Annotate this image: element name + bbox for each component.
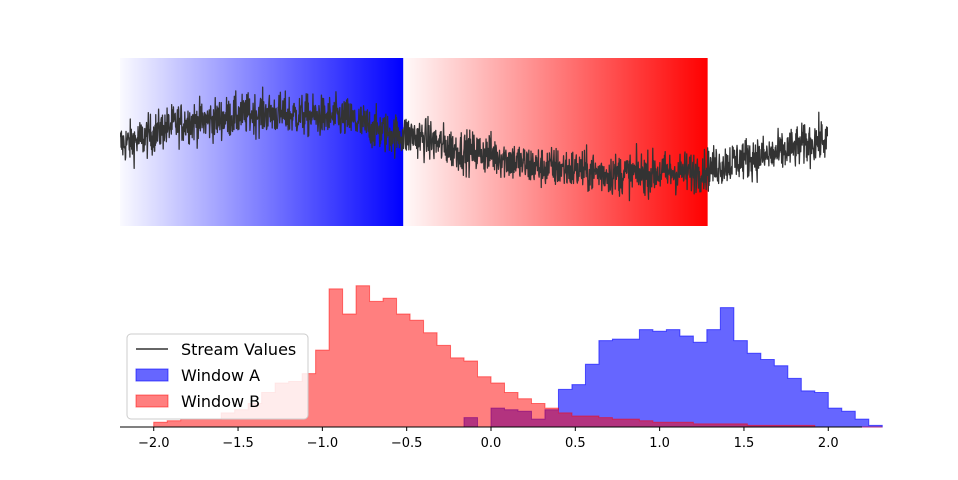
x-ticks: −2.0 −1.5 −1.0 −0.5 0.0 0.5 1.0 1.5 2.0: [138, 427, 839, 451]
stream-line: [120, 86, 828, 202]
legend-swatch-window-b: [135, 394, 169, 408]
legend-swatch-window-a: [135, 368, 169, 382]
x-tick-label: −2.0: [138, 436, 170, 451]
x-tick-label: −0.5: [391, 436, 423, 451]
legend-label-stream: Stream Values: [181, 340, 296, 359]
histogram-panel: −2.0 −1.5 −1.0 −0.5 0.0 0.5 1.0 1.5 2.0: [120, 285, 883, 451]
x-tick-label: 0.0: [481, 436, 502, 451]
legend: Stream Values Window A Window B: [126, 333, 309, 420]
window-a-band: [120, 58, 404, 226]
stream-panel: [120, 58, 828, 226]
x-tick-label: 1.5: [734, 436, 755, 451]
window-b-band: [403, 58, 708, 226]
x-tick-label: −1.5: [222, 436, 254, 451]
x-tick-label: −1.0: [307, 436, 339, 451]
legend-label-window-a: Window A: [181, 366, 260, 385]
x-tick-label: 0.5: [565, 436, 586, 451]
legend-label-window-b: Window B: [181, 392, 260, 411]
x-tick-label: 1.0: [649, 436, 670, 451]
legend-box: [126, 333, 309, 420]
x-tick-label: 2.0: [818, 436, 839, 451]
